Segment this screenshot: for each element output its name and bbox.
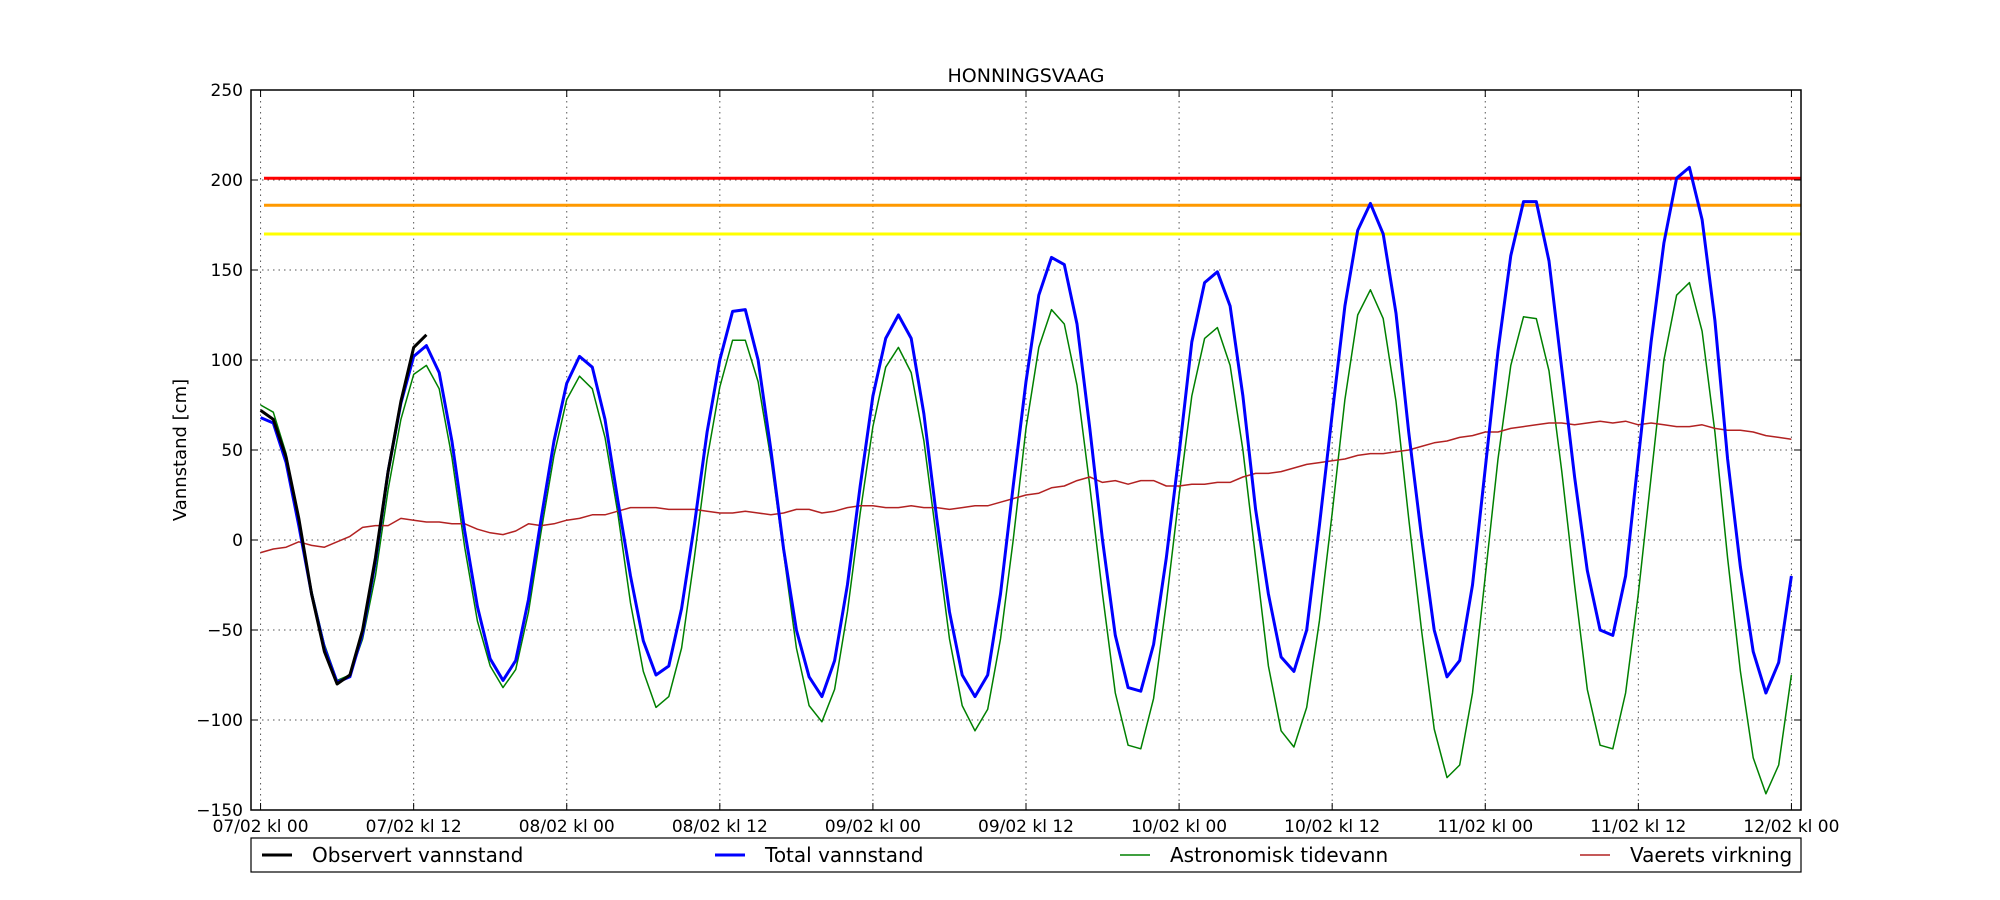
x-tick-label: 09/02 kl 00 (825, 817, 921, 837)
x-tick-label: 08/02 kl 12 (672, 817, 768, 837)
x-tick-label: 11/02 kl 00 (1437, 817, 1533, 837)
x-tick-label: 09/02 kl 12 (978, 817, 1074, 837)
legend-label: Total vannstand (764, 843, 923, 867)
x-tick-label: 11/02 kl 12 (1590, 817, 1686, 837)
y-tick-label: −50 (207, 621, 243, 641)
legend-label: Observert vannstand (312, 843, 523, 867)
y-tick-label: 150 (211, 261, 243, 281)
grid-layer (251, 90, 1801, 810)
x-tick-label: 08/02 kl 00 (519, 817, 615, 837)
threshold-layer (264, 176, 1801, 236)
x-tick-label: 07/02 kl 00 (213, 817, 309, 837)
y-axis-label: Vannstand [cm] (170, 379, 191, 521)
x-tick-label: 10/02 kl 12 (1284, 817, 1380, 837)
legend-label: Astronomisk tidevann (1170, 843, 1388, 867)
legend-label: Vaerets virkning (1630, 843, 1792, 867)
series-line (260, 420, 1792, 554)
series-layer (259, 165, 1793, 795)
x-tick-label: 07/02 kl 12 (366, 817, 462, 837)
series-line (260, 165, 1793, 699)
series-line (260, 281, 1793, 795)
series-line (259, 333, 428, 686)
x-tick-label: 10/02 kl 00 (1131, 817, 1227, 837)
x-tick-label: 12/02 kl 00 (1743, 817, 1839, 837)
y-tick-label: −100 (196, 711, 243, 731)
chart-title: HONNINGSVAAG (948, 65, 1105, 87)
y-tick-label: −150 (196, 801, 243, 821)
legend-frame (250, 837, 1802, 873)
tick-layer: −150 −100 −50 0 50 100 150 200 250 07/02 kl 00 07/… (196, 81, 1839, 837)
legend: Observert vannstand Total vannstand Astron… (250, 837, 1802, 873)
y-tick-label: 100 (211, 351, 243, 371)
y-tick-label: 200 (211, 171, 243, 191)
y-tick-label: 0 (232, 531, 243, 551)
y-tick-label: 50 (221, 441, 243, 461)
y-tick-label: 250 (211, 81, 243, 101)
